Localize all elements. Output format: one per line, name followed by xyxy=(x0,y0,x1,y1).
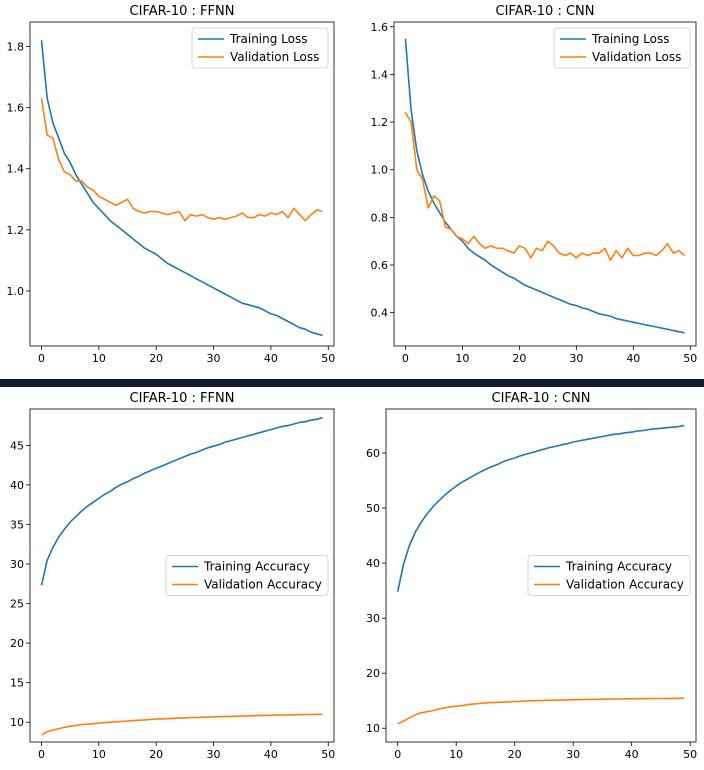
legend-box xyxy=(191,27,329,69)
x-tick-label: 20 xyxy=(508,748,522,761)
chart-title: CIFAR-10 : FFNN xyxy=(130,391,235,406)
legend-label: Training Loss xyxy=(229,32,307,46)
y-tick-label: 0.4 xyxy=(371,307,389,320)
y-tick-label: 25 xyxy=(10,598,24,611)
y-tick-label: 15 xyxy=(10,677,24,690)
x-tick-label: 0 xyxy=(402,352,409,365)
y-tick-label: 1.0 xyxy=(7,285,25,298)
x-tick-label: 0 xyxy=(38,748,45,761)
legend: Training Accuracy Validation Accuracy xyxy=(165,555,329,596)
x-tick-label: 30 xyxy=(566,748,580,761)
x-tick-label: 50 xyxy=(683,352,697,365)
legend-label: Validation Loss xyxy=(230,50,319,64)
y-tick-label: 0.6 xyxy=(371,259,389,272)
x-tick-label: 0 xyxy=(38,352,45,365)
x-tick-label: 10 xyxy=(449,748,463,761)
x-tick-label: 30 xyxy=(207,748,221,761)
legend-label: Training Accuracy xyxy=(203,560,310,574)
x-tick-label: 40 xyxy=(625,748,639,761)
x-tick-label: 10 xyxy=(455,352,469,365)
chart-title: CIFAR-10 : FFNN xyxy=(130,4,235,19)
validation-accuracy-line xyxy=(41,713,323,736)
legend: Training Loss Validation Loss xyxy=(553,27,691,69)
legend-box xyxy=(553,27,691,69)
y-tick-label: 1.0 xyxy=(371,164,389,177)
x-tick-label: 50 xyxy=(321,352,335,365)
chart-cnn-accuracy: CIFAR-10 : CNN 0 10 20 30 40 50 10 20 30 40 50 60 Tra… xyxy=(366,391,697,761)
panel-ffnn-loss: CIFAR-10 : FFNN 0 10 20 30 40 50 1.0 1.2 1.4 1.6 1.… xyxy=(0,0,352,379)
x-tick-label: 10 xyxy=(92,352,106,365)
chart-ffnn-loss: CIFAR-10 : FFNN 0 10 20 30 40 50 1.0 1.2 1.4 1.6 1.… xyxy=(7,4,336,365)
y-tick-label: 60 xyxy=(366,447,380,460)
legend-label: Validation Accuracy xyxy=(204,578,322,592)
legend-label: Training Accuracy xyxy=(565,560,672,574)
y-tick-label: 1.6 xyxy=(7,102,25,115)
axes-frame xyxy=(385,408,697,743)
x-tick-label: 30 xyxy=(569,352,583,365)
x-tick-label: 40 xyxy=(626,352,640,365)
x-tick-label: 40 xyxy=(264,352,278,365)
axes-frame xyxy=(29,408,335,743)
y-tick-label: 50 xyxy=(366,502,380,515)
y-tick-label: 45 xyxy=(10,439,24,452)
x-tick-label: 40 xyxy=(264,748,278,761)
panel-ffnn-accuracy: CIFAR-10 : FFNN 0 10 20 30 40 50 10 15 20 25 30 35 40… xyxy=(0,387,352,766)
legend-label: Validation Accuracy xyxy=(566,578,684,592)
legend: Training Loss Validation Loss xyxy=(191,27,329,69)
training-loss-line xyxy=(40,40,323,337)
x-tick-label: 50 xyxy=(321,748,335,761)
legend-box xyxy=(165,555,329,596)
legend-label: Validation Loss xyxy=(592,50,681,64)
y-tick-label: 35 xyxy=(10,518,24,531)
chart-ffnn-accuracy: CIFAR-10 : FFNN 0 10 20 30 40 50 10 15 20 25 30 35 40… xyxy=(10,391,335,761)
y-tick-label: 1.4 xyxy=(371,68,389,81)
x-tick-label: 10 xyxy=(92,748,106,761)
y-tick-label: 30 xyxy=(366,612,380,625)
x-tick-label: 20 xyxy=(512,352,526,365)
y-tick-label: 20 xyxy=(10,637,24,650)
legend-label: Training Loss xyxy=(591,32,669,46)
training-accuracy-line xyxy=(40,416,323,586)
x-tick-label: 30 xyxy=(207,352,221,365)
y-tick-label: 30 xyxy=(10,558,24,571)
y-tick-label: 0.8 xyxy=(371,211,389,224)
panel-cnn-accuracy: CIFAR-10 : CNN 0 10 20 30 40 50 10 20 30 40 50 60 Tra… xyxy=(352,387,704,766)
x-tick-label: 20 xyxy=(149,352,163,365)
legend-box xyxy=(527,555,691,596)
y-tick-label: 10 xyxy=(10,716,24,729)
axes-frame xyxy=(393,21,697,347)
y-tick-label: 1.2 xyxy=(7,224,25,237)
training-loss-line xyxy=(404,38,685,334)
panel-divider xyxy=(0,379,704,387)
y-tick-label: 40 xyxy=(366,557,380,570)
legend: Training Accuracy Validation Accuracy xyxy=(527,555,691,596)
y-tick-label: 1.4 xyxy=(7,163,25,176)
chart-title: CIFAR-10 : CNN xyxy=(496,4,595,19)
validation-loss-line xyxy=(404,112,686,262)
y-tick-label: 40 xyxy=(10,479,24,492)
y-tick-label: 10 xyxy=(366,722,380,735)
y-tick-label: 20 xyxy=(366,667,380,680)
training-accuracy-line xyxy=(396,424,685,592)
validation-accuracy-line xyxy=(397,697,685,725)
chart-cnn-loss: CIFAR-10 : CNN 0 10 20 30 40 50 0.4 0.6 0.8 1.0 1.2… xyxy=(371,4,698,365)
x-tick-label: 20 xyxy=(149,748,163,761)
panel-cnn-loss: CIFAR-10 : CNN 0 10 20 30 40 50 0.4 0.6 0.8 1.0 1.2… xyxy=(352,0,704,379)
y-tick-label: 1.8 xyxy=(7,40,25,53)
x-tick-label: 50 xyxy=(683,748,697,761)
x-tick-label: 0 xyxy=(394,748,401,761)
chart-title: CIFAR-10 : CNN xyxy=(492,391,591,406)
validation-loss-line xyxy=(40,98,323,222)
y-tick-label: 1.6 xyxy=(371,21,389,34)
y-tick-label: 1.2 xyxy=(371,116,389,129)
axes-frame xyxy=(29,21,335,347)
